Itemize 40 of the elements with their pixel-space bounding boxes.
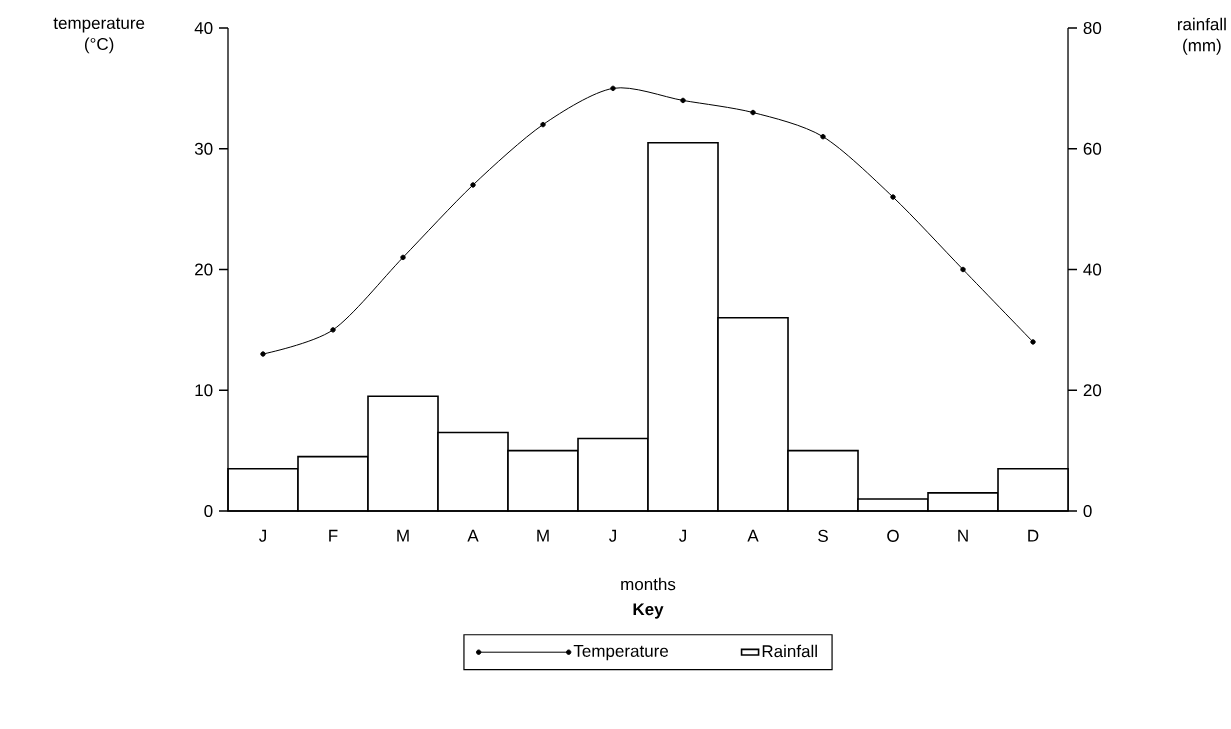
y-tick-label: 10 (195, 384, 213, 397)
y-tick-label: 0 (204, 504, 213, 518)
x-tick-label: J (679, 529, 686, 542)
y-axis-title: temperature (°C) (53, 17, 145, 54)
y2-axis-title: rainfall (mm) (1177, 17, 1226, 55)
y2-tick-label: 40 (1083, 263, 1102, 276)
point (750, 109, 756, 116)
x-tick-label: J (259, 529, 266, 542)
legend-title: Key (633, 603, 664, 619)
x-tick-label: O (887, 529, 899, 542)
x-tick-label: N (958, 529, 968, 542)
x-tick-label: M (397, 529, 409, 542)
point (820, 133, 826, 140)
x-tick-label: S (818, 529, 828, 542)
point (1030, 339, 1036, 345)
x-axis-title: months (621, 577, 676, 591)
x-tick-label: D (1028, 529, 1039, 542)
x-tick-label: A (747, 529, 759, 542)
point (890, 194, 896, 200)
y2-tick-label: 80 (1083, 21, 1102, 35)
point (470, 182, 476, 188)
point (960, 266, 966, 273)
legend-label: Temperature (573, 645, 669, 661)
y2-tick-label: 60 (1083, 142, 1102, 155)
y-tick-label: 30 (194, 142, 213, 155)
point (330, 327, 336, 333)
x-tick-label: F (329, 529, 338, 542)
point (260, 351, 266, 357)
point (680, 97, 686, 104)
y-tick-label: 20 (195, 263, 213, 276)
legend-label: Rainfall (762, 644, 817, 658)
point (400, 254, 406, 261)
y2-tick-label: 20 (1083, 384, 1102, 397)
y-tick-label: 40 (194, 21, 213, 35)
x-tick-label: J (609, 529, 616, 542)
y2-tick-label: 0 (1083, 504, 1092, 518)
point (610, 85, 616, 92)
point (540, 121, 546, 128)
x-tick-label: A (467, 529, 479, 542)
x-tick-label: M (537, 529, 549, 542)
